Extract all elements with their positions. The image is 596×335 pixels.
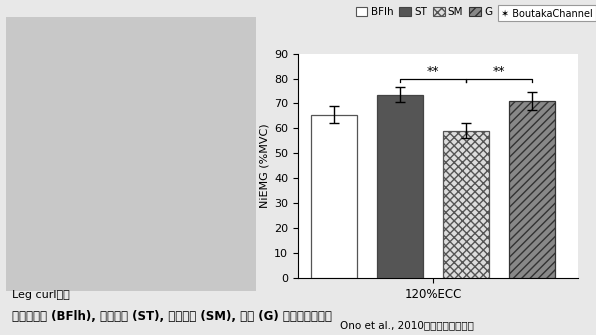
- Bar: [443, 131, 489, 278]
- Text: Ono et al., 2010を基に著者が改編: Ono et al., 2010を基に著者が改編: [340, 320, 474, 330]
- Legend: BFlh, ST, SM, G: BFlh, ST, SM, G: [352, 3, 496, 21]
- Bar: [311, 115, 358, 278]
- Y-axis label: NiEMG (%MVC): NiEMG (%MVC): [260, 124, 270, 208]
- Text: 大腕二頭筋 (BFlh), 半膀樣筋 (ST), 半膜樣筋 (SM), 薄筋 (G) の筋活動レベル: 大腕二頭筋 (BFlh), 半膀樣筋 (ST), 半膜樣筋 (SM), 薄筋 (…: [12, 310, 332, 323]
- Text: Leg curl中の: Leg curl中の: [12, 290, 70, 300]
- Bar: [509, 101, 555, 278]
- Text: **: **: [427, 65, 439, 78]
- Bar: [377, 95, 423, 278]
- Text: **: **: [493, 65, 505, 78]
- Text: ✶ BoutakaChannel: ✶ BoutakaChannel: [501, 8, 593, 18]
